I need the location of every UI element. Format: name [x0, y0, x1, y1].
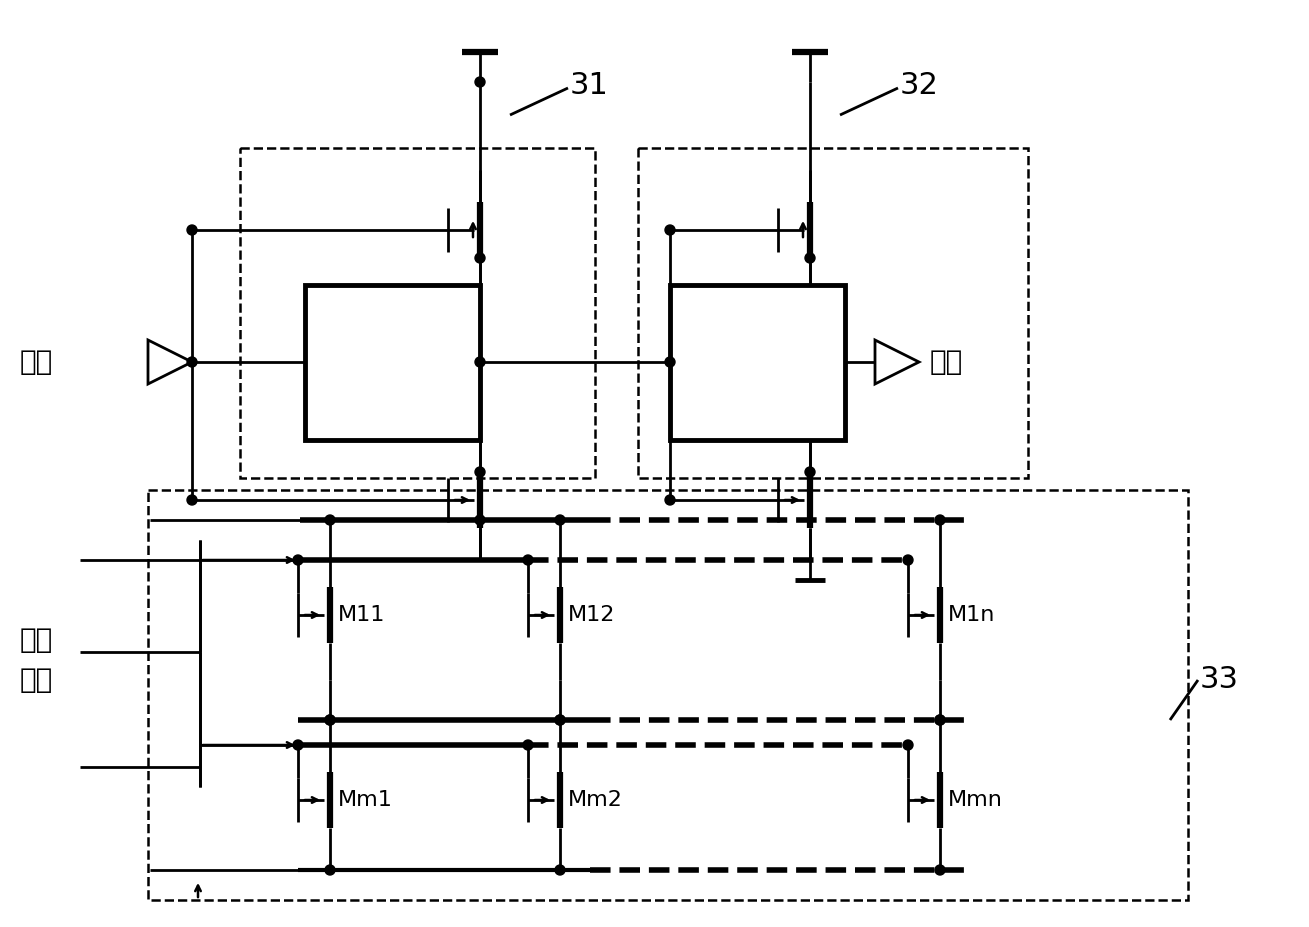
Text: M1n: M1n: [948, 605, 995, 625]
Circle shape: [935, 715, 945, 725]
Circle shape: [325, 715, 335, 725]
Circle shape: [475, 77, 486, 87]
Circle shape: [325, 865, 335, 875]
Circle shape: [555, 865, 565, 875]
Bar: [637, 148, 1028, 478]
Text: 电压: 电压: [20, 666, 54, 694]
Text: 输入: 输入: [20, 348, 54, 376]
Circle shape: [665, 495, 675, 505]
Text: 输出: 输出: [929, 348, 963, 376]
Circle shape: [805, 467, 816, 477]
Circle shape: [903, 555, 912, 565]
Circle shape: [325, 515, 335, 525]
Circle shape: [187, 225, 196, 235]
Circle shape: [475, 467, 486, 477]
Circle shape: [805, 253, 816, 263]
Text: M12: M12: [568, 605, 615, 625]
Circle shape: [555, 715, 565, 725]
Bar: [148, 490, 1189, 900]
Bar: [305, 285, 480, 440]
Text: Mm2: Mm2: [568, 790, 623, 810]
Text: 32: 32: [901, 70, 939, 99]
Circle shape: [935, 715, 945, 725]
Circle shape: [293, 740, 302, 750]
Circle shape: [555, 515, 565, 525]
Text: Mm1: Mm1: [338, 790, 393, 810]
Circle shape: [475, 515, 486, 525]
Circle shape: [524, 740, 533, 750]
Text: 33: 33: [1200, 666, 1240, 694]
Circle shape: [475, 253, 486, 263]
Text: 控制: 控制: [20, 626, 54, 654]
Circle shape: [187, 357, 196, 367]
Circle shape: [935, 865, 945, 875]
Bar: [670, 285, 846, 440]
Circle shape: [665, 357, 675, 367]
Circle shape: [187, 495, 196, 505]
Circle shape: [293, 555, 302, 565]
Circle shape: [524, 555, 533, 565]
Circle shape: [325, 715, 335, 725]
Circle shape: [935, 515, 945, 525]
Circle shape: [903, 740, 912, 750]
Bar: [240, 148, 596, 478]
Text: 31: 31: [569, 70, 609, 99]
Circle shape: [665, 225, 675, 235]
Circle shape: [475, 357, 486, 367]
Circle shape: [555, 715, 565, 725]
Text: Mmn: Mmn: [948, 790, 1003, 810]
Text: M11: M11: [338, 605, 385, 625]
